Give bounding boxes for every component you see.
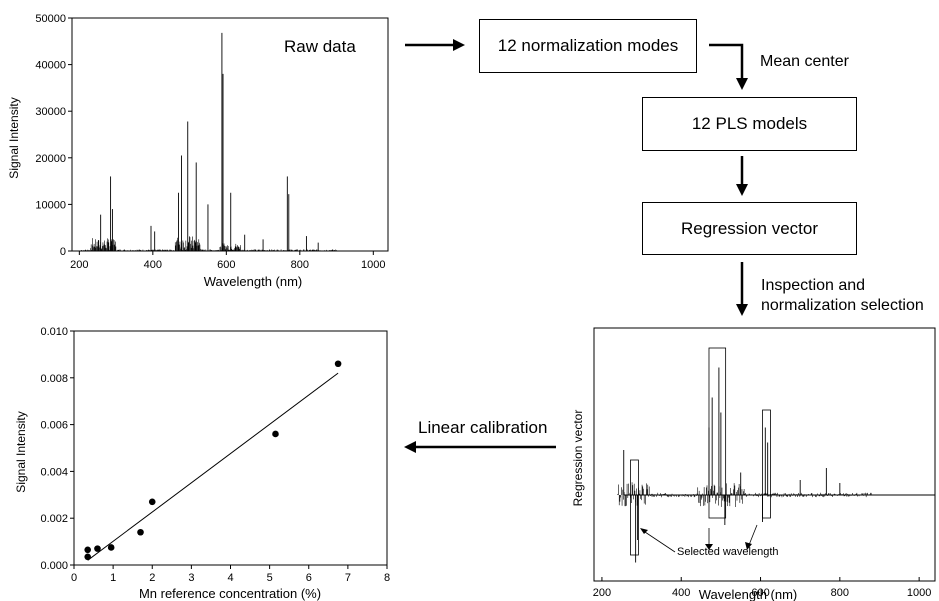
normalization-modes-label: 12 normalization modes: [497, 36, 679, 55]
mean-center-label: Mean center: [760, 53, 849, 70]
regression-plot-frame: [593, 327, 936, 582]
arrow-raw-to-modes: [405, 39, 465, 51]
calibration-x-tick-label: 6: [306, 572, 312, 584]
calibration-point: [107, 544, 115, 551]
regression-x-tick-label: 600: [751, 587, 769, 599]
calibration-chart: 0.000 0.002 0.004 0.006 0.008 0.010 0 1 2 3 4 5 6 7 8…: [14, 326, 390, 601]
selected-arrow-1: [641, 529, 676, 553]
pls-models-label: 12 PLS models: [691, 114, 808, 133]
selected-arrow-3: [748, 524, 758, 546]
raw-y-axis: 0 10000 20000 30000 40000 50000: [35, 13, 72, 258]
calibration-point: [84, 546, 91, 554]
calibration-y-tick-label: 0.002: [40, 513, 68, 525]
calibration-x-tick-label: 1: [110, 572, 116, 584]
arrow-plot-to-calibration: [404, 441, 556, 453]
fit-line: [87, 372, 339, 561]
calibration-x-tick-label: 2: [149, 572, 155, 584]
calibration-x-tick-label: 4: [227, 572, 233, 584]
arrow-pls-to-regression: [736, 156, 748, 196]
raw-data-label: Raw data: [284, 37, 356, 56]
raw-y-tick-label: 40000: [35, 60, 66, 72]
calibration-point: [137, 528, 144, 536]
calibration-y-label: Signal Intensity: [14, 411, 28, 492]
regression-x-label: Wavelength (nm): [699, 587, 798, 601]
arrow-regression-to-plot: [736, 262, 748, 316]
raw-y-tick-label: 0: [60, 246, 66, 258]
raw-x-tick-label: 600: [217, 259, 235, 271]
regression-x-tick-label: 200: [593, 587, 611, 599]
regression-vector-label: Regression vector: [680, 218, 818, 238]
regression-x-tick-label: 800: [831, 587, 849, 599]
calibration-x-label: Mn reference concentration (%): [139, 586, 321, 601]
calibration-points: [84, 360, 342, 561]
regression-x-tick-label: 400: [672, 587, 690, 599]
calibration-y-tick-label: 0.000: [40, 560, 68, 572]
calibration-point: [94, 545, 101, 552]
calibration-x-tick-label: 3: [188, 572, 194, 584]
raw-x-tick-label: 400: [144, 259, 162, 271]
calibration-y-tick-label: 0.004: [40, 466, 68, 478]
raw-x-tick-label: 800: [291, 259, 309, 271]
raw-y-tick-label: 30000: [35, 106, 66, 118]
regression-x-tick-label: 1000: [907, 587, 931, 599]
raw-x-tick-label: 1000: [361, 259, 385, 271]
raw-x-label: Wavelength (nm): [204, 274, 303, 289]
calibration-y-tick-label: 0.006: [40, 420, 68, 432]
regression-y-label: Regression vector: [571, 410, 585, 507]
selected-wavelength-label: Selected wavelength: [677, 546, 779, 558]
raw-y-label: Signal Intensity: [7, 97, 21, 178]
arrow-modes-to-pls: [709, 43, 748, 90]
calibration-y-tick-label: 0.010: [40, 326, 68, 338]
calibration-x-tick-label: 5: [267, 572, 273, 584]
selected-arrowhead-1: [640, 528, 648, 534]
pls-models-box: 12 PLS models: [642, 97, 857, 151]
raw-spectrum-chart: 0 10000 20000 30000 40000 50000 200 400 600 800 1…: [7, 13, 389, 289]
calibration-x-tick-label: 0: [71, 572, 77, 584]
raw-y-tick-label: 10000: [35, 199, 66, 211]
calibration-point: [334, 360, 342, 368]
regression-vector-chart: 200 400 600 800 1000 Wavelength (nm) Regress…: [571, 327, 936, 601]
linear-calibration-label: Linear calibration: [418, 418, 548, 437]
calibration-point: [148, 498, 156, 506]
raw-y-tick-label: 50000: [35, 13, 66, 25]
calibration-x-tick-label: 8: [384, 572, 390, 584]
calibration-point: [84, 553, 91, 561]
raw-x-axis: 200 400 600 800 1000: [70, 251, 386, 271]
selected-arrowhead-2: [705, 544, 713, 550]
raw-x-tick-label: 200: [70, 259, 88, 271]
calibration-point: [272, 430, 279, 438]
calibration-y-axis: 0.000 0.002 0.004 0.006 0.008 0.010: [40, 326, 74, 572]
selection-box: [630, 459, 639, 556]
regression-vector-box: Regression vector: [642, 202, 857, 255]
raw-spectrum-lines: [80, 32, 337, 251]
raw-y-tick-label: 20000: [35, 153, 66, 165]
selection-box: [708, 347, 727, 519]
regression-x-axis: 200 400 600 800 1000: [593, 577, 931, 599]
calibration-y-tick-label: 0.008: [40, 373, 68, 385]
normalization-modes-box: 12 normalization modes: [479, 19, 697, 73]
selected-arrowhead-3: [745, 542, 752, 550]
calibration-x-axis: 0 1 2 3 4 5 6 7 8: [71, 565, 390, 584]
calibration-x-tick-label: 7: [345, 572, 351, 584]
selection-box: [762, 409, 771, 519]
inspection-label-line2: normalization selection: [761, 297, 924, 314]
selection-boxes: [630, 347, 771, 556]
inspection-label-line1: Inspection and: [761, 277, 866, 294]
calibration-fit-line: [87, 372, 339, 561]
